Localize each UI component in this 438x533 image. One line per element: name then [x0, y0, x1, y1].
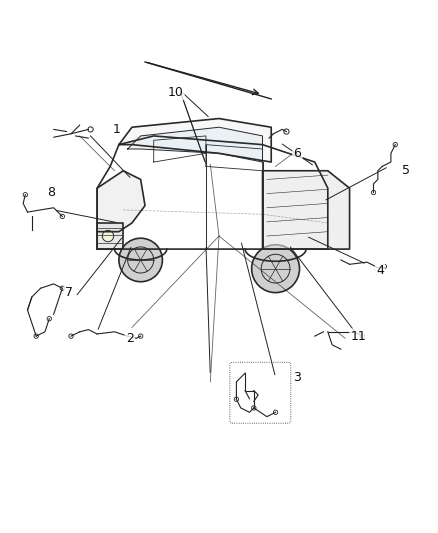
Text: 1: 1 — [113, 123, 120, 136]
Text: 10: 10 — [168, 86, 184, 99]
Text: 6: 6 — [293, 147, 301, 160]
Text: 7: 7 — [65, 286, 73, 299]
Circle shape — [119, 238, 162, 282]
Text: 11: 11 — [350, 329, 366, 343]
Polygon shape — [127, 127, 262, 162]
Polygon shape — [262, 171, 350, 249]
Text: 3: 3 — [293, 371, 301, 384]
Polygon shape — [119, 118, 271, 162]
Text: 2: 2 — [126, 332, 134, 345]
Polygon shape — [97, 171, 145, 232]
Circle shape — [252, 245, 300, 293]
Text: 8: 8 — [47, 186, 56, 199]
Text: 5: 5 — [402, 164, 410, 177]
Text: 4: 4 — [376, 264, 384, 277]
Circle shape — [102, 230, 114, 241]
Polygon shape — [97, 223, 123, 249]
